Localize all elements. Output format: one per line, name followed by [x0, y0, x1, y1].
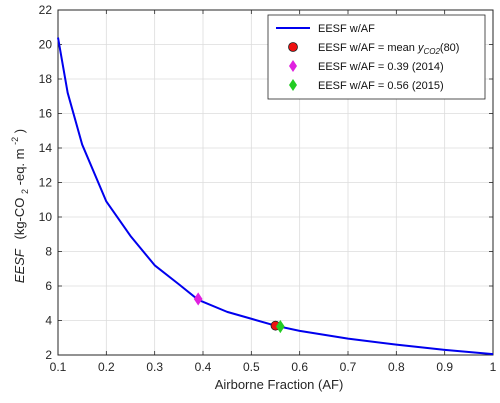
y-tick-label: 12 [39, 176, 53, 190]
y-tick-label: 18 [39, 72, 53, 86]
data-point-diamond [275, 319, 285, 334]
series-layer [57, 37, 494, 356]
y-tick-label: 10 [39, 210, 53, 224]
series-line-eesf [57, 37, 494, 356]
y-axis-label-unit: (kg-CO [12, 198, 27, 240]
x-tick-label: 0.3 [146, 360, 163, 374]
x-tick-label: 0.8 [388, 360, 405, 374]
legend-label: EESF w/AF = 0.39 (2014) [318, 61, 444, 73]
y-axis-label-symbol: EESF [12, 248, 27, 283]
x-axis-label: Airborne Fraction (AF) [215, 377, 344, 392]
legend-label: EESF w/AF [318, 23, 375, 35]
legend-circle-swatch [288, 42, 298, 52]
x-tick-label: 0.9 [436, 360, 453, 374]
y-axis-label-close: ) [12, 129, 27, 133]
x-tick-label: 0.1 [50, 360, 67, 374]
legend-diamond-swatch [289, 60, 297, 72]
x-tick-label: 0.4 [195, 360, 212, 374]
y-tick-label: 14 [39, 141, 53, 155]
y-axis-label-unit-mid: -eq. m [12, 149, 27, 186]
y-tick-label: 2 [45, 348, 52, 362]
y-axis-label: EESF (kg-CO 2 -eq. m -2 ) [6, 129, 31, 283]
data-point-diamond [193, 292, 203, 306]
x-tick-label: 0.2 [98, 360, 115, 374]
y-tick-label: 6 [45, 279, 52, 293]
legend: EESF w/AF EESF w/AF = mean yCO2(80) EESF w… [267, 14, 486, 100]
y-tick-label: 20 [39, 38, 53, 52]
y-axis-label-sup: -2 [10, 137, 20, 145]
x-tick-label: 0.5 [243, 360, 260, 374]
x-tick-label: 0.7 [340, 360, 357, 374]
legend-label: EESF w/AF = 0.56 (2015) [318, 80, 444, 92]
axis-ticks: 0.1 0.2 0.3 0.4 0.5 0.6 0.7 0.8 0.9 1246810121416… [39, 3, 497, 374]
y-tick-label: 8 [45, 245, 52, 259]
legend-diamond-swatch [289, 79, 297, 91]
x-tick-label: 0.6 [291, 360, 308, 374]
y-tick-label: 16 [39, 107, 53, 121]
legend-label: EESF w/AF = mean yCO2(80) [318, 42, 459, 56]
y-tick-label: 4 [45, 314, 52, 328]
y-tick-label: 22 [39, 3, 53, 17]
y-axis-label-sub: 2 [20, 189, 30, 194]
x-tick-label: 1 [490, 360, 497, 374]
